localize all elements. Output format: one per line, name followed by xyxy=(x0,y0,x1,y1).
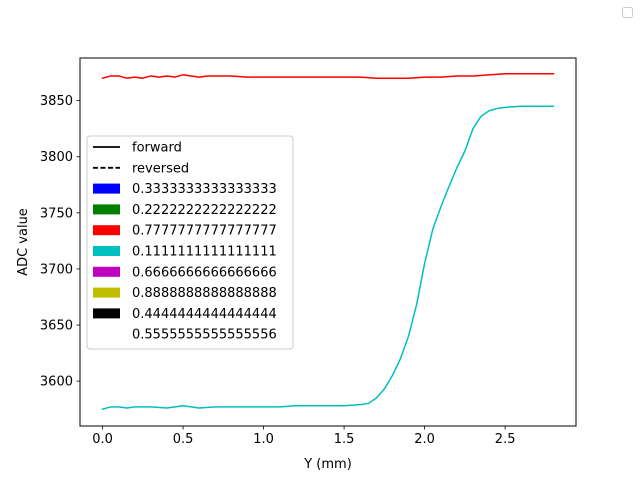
x-tick-label: 0.5 xyxy=(173,432,194,447)
legend-label: 0.2222222222222222 xyxy=(132,203,277,218)
x-tick-label: 0.0 xyxy=(92,432,113,447)
legend-label: 0.6666666666666666 xyxy=(132,265,277,280)
series-line-2 xyxy=(101,105,555,411)
legend-frame xyxy=(86,135,294,350)
empty-legend-box xyxy=(622,7,633,18)
y-tick-label: 3850 xyxy=(40,94,73,109)
legend-label: forward xyxy=(132,141,182,156)
y-tick-label: 3650 xyxy=(40,319,73,334)
x-tick-label: 1.0 xyxy=(253,432,274,447)
x-tick-label: 2.5 xyxy=(495,432,516,447)
legend-swatch-patch xyxy=(93,183,120,194)
legend-swatch-patch xyxy=(93,204,120,215)
y-tick-label: 3600 xyxy=(40,375,73,390)
plot-frame xyxy=(79,57,577,427)
plot-lines xyxy=(101,72,555,411)
legend-swatch-patch xyxy=(93,308,120,319)
x-tick-label: 2.0 xyxy=(414,432,435,447)
x-axis-ticks: 0.0 0.5 1.0 1.5 2.0 2.5 xyxy=(92,426,515,447)
legend-label: 0.4444444444444444 xyxy=(132,307,277,322)
y-tick-label: 3800 xyxy=(40,150,73,165)
legend-swatch-patch xyxy=(93,246,120,256)
legend-label: 0.7777777777777777 xyxy=(132,224,277,239)
legend-swatch-patch xyxy=(93,287,120,298)
y-axis-ticks: 3600 3650 3700 3750 3800 3850 xyxy=(40,94,80,390)
legend-swatch-patch xyxy=(93,329,120,340)
legend-label: 0.5555555555555556 xyxy=(132,328,277,343)
y-tick-label: 3750 xyxy=(40,206,73,221)
legend-swatch-patch xyxy=(93,266,120,277)
legend-label: 0.8888888888888888 xyxy=(132,286,277,301)
legend: forward reversed 0.3333333333333333 0.22222… xyxy=(86,135,294,350)
x-tick-label: 1.5 xyxy=(334,432,355,447)
series-line-1 xyxy=(101,72,555,80)
legend-label: 0.3333333333333333 xyxy=(132,182,277,197)
y-axis-label: ADC value xyxy=(16,208,31,276)
y-tick-label: 3700 xyxy=(40,262,73,277)
x-axis-label: Y (mm) xyxy=(303,457,352,472)
legend-swatch-patch xyxy=(93,225,120,236)
legend-label: 0.1111111111111111 xyxy=(132,245,277,260)
legend-label: reversed xyxy=(132,161,189,176)
